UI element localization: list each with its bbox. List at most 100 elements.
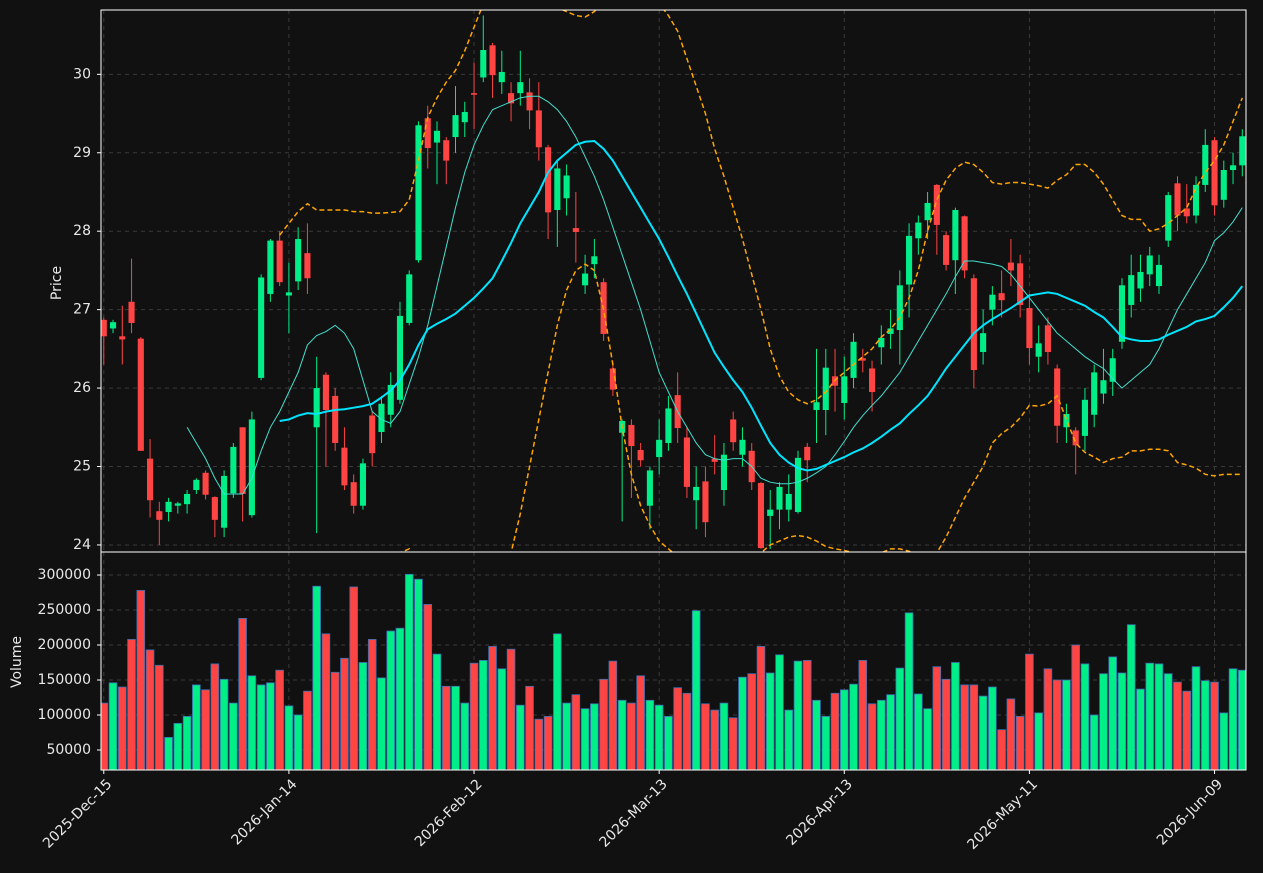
volume-bar <box>340 657 349 770</box>
volume-bar <box>1219 712 1229 770</box>
candle-body <box>1128 275 1135 305</box>
volume-bar <box>858 660 868 770</box>
volume-bar <box>802 660 812 770</box>
candle-body <box>1220 170 1227 200</box>
candle-body <box>989 294 996 310</box>
candle-body <box>498 71 505 83</box>
volume-bar <box>1163 673 1173 770</box>
volume-bar <box>562 702 571 770</box>
candle-body <box>378 403 385 432</box>
volume-bar <box>229 702 238 770</box>
candle-body <box>470 93 478 95</box>
volume-bar <box>691 610 701 770</box>
candle-body <box>359 463 367 506</box>
volume-bar <box>673 687 682 770</box>
volume-bar <box>1099 673 1108 770</box>
candle-body <box>369 415 376 454</box>
volume-bar <box>553 633 562 770</box>
candle-body <box>433 130 441 143</box>
volume-bar <box>386 630 396 770</box>
candle-body <box>702 481 709 523</box>
y-tick-label: 24 <box>73 537 91 553</box>
volume-bar <box>293 714 303 770</box>
candle-body <box>804 446 811 461</box>
y-axis-label: Volume <box>9 636 25 688</box>
candle-body <box>646 470 653 506</box>
candle-body <box>1202 144 1209 185</box>
volume-bar <box>395 627 405 770</box>
volume-bar <box>1117 672 1127 770</box>
volume-bar <box>914 693 923 770</box>
volume-bar <box>1191 666 1201 770</box>
candle-body <box>341 447 348 486</box>
price-plot <box>101 10 1246 552</box>
candle-body <box>480 50 487 78</box>
volume-bar <box>330 671 340 770</box>
candle-body <box>156 511 163 520</box>
volume-bar <box>756 646 766 770</box>
volume-bar <box>580 708 590 770</box>
candle-body <box>554 168 561 211</box>
candle-body <box>276 240 283 283</box>
candle-body <box>443 140 450 161</box>
candle-body <box>248 419 255 516</box>
volume-bar <box>812 699 821 770</box>
volume-bar <box>460 702 470 770</box>
candle-body <box>1007 262 1014 271</box>
candle-body <box>878 337 885 348</box>
volume-bar <box>1025 653 1034 770</box>
candle-body <box>1072 430 1079 446</box>
candle-body <box>295 239 302 282</box>
volume-bar <box>469 662 479 770</box>
volume-bar <box>219 678 229 770</box>
volume-bar <box>719 702 729 770</box>
volume-bar <box>488 646 497 770</box>
candle-body <box>545 147 552 213</box>
volume-bar <box>941 678 951 770</box>
volume-bar <box>1126 624 1136 770</box>
candle-body <box>1017 263 1024 305</box>
volume-frame <box>100 551 1247 771</box>
line-series <box>279 10 1243 405</box>
volume-bar <box>367 639 377 770</box>
candle-body <box>785 493 792 510</box>
candle-body <box>813 402 820 411</box>
y-tick-label: 28 <box>73 223 91 239</box>
candle-body <box>841 376 848 403</box>
volume-bar <box>839 689 849 770</box>
volume-bar <box>377 677 386 770</box>
candle-body <box>165 501 172 512</box>
volume-bar <box>821 715 831 770</box>
candle-body <box>313 388 320 428</box>
candle-body <box>452 115 459 138</box>
volume-bar <box>506 648 516 770</box>
volume-bar <box>164 736 173 770</box>
volume-bar <box>728 717 738 770</box>
candle-body <box>794 457 802 512</box>
volume-bar <box>145 649 155 770</box>
volume-bar <box>321 633 331 770</box>
candle-body <box>258 277 265 378</box>
y-tick-label: 29 <box>73 145 91 161</box>
candle-body <box>137 338 144 451</box>
candle-body <box>193 479 200 491</box>
volume-bar <box>997 729 1006 770</box>
candle-body <box>896 285 903 331</box>
candle-body <box>1044 325 1051 352</box>
volume-bar <box>1108 656 1117 770</box>
volume-bar <box>451 685 460 770</box>
volume-bar <box>1145 662 1155 770</box>
candle-body <box>1183 208 1190 217</box>
candle-body <box>1026 308 1033 349</box>
volume-bar <box>765 672 775 770</box>
candle-body <box>1109 358 1116 382</box>
candle-body <box>1146 255 1153 275</box>
volume-bar <box>478 660 488 770</box>
volume-bar <box>303 690 312 770</box>
volume-bar <box>127 639 136 770</box>
volume-bar <box>432 653 442 770</box>
volume-bar <box>1080 663 1090 770</box>
volume-bar <box>654 704 664 770</box>
volume-bar <box>636 675 645 770</box>
